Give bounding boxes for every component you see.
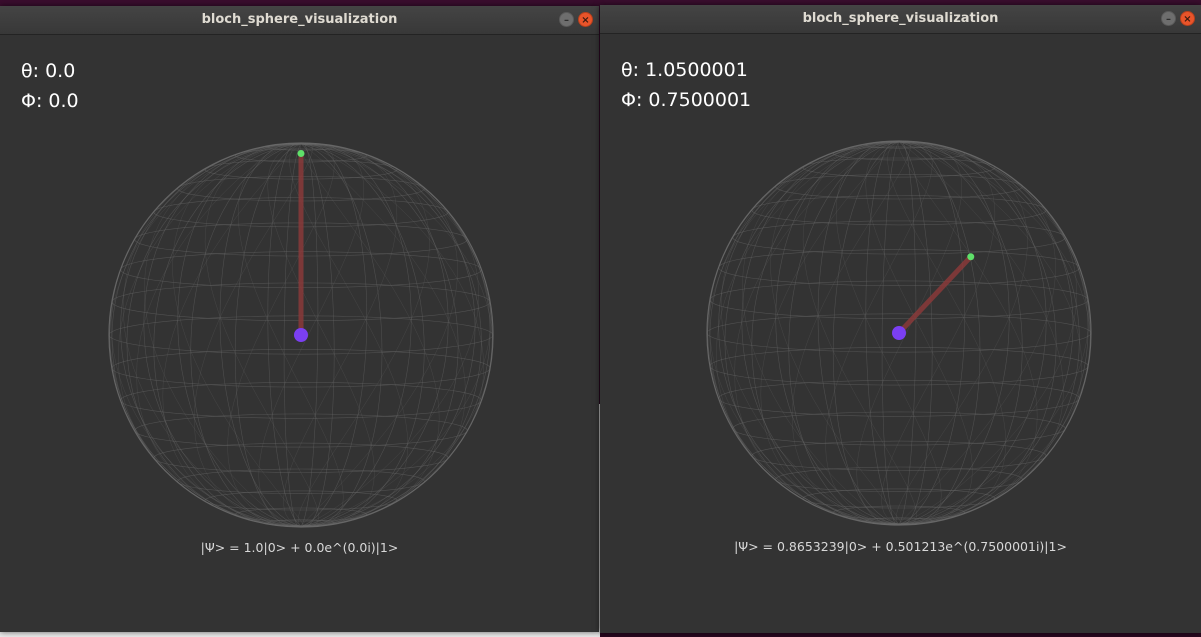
window-title: bloch_sphere_visualization: [802, 11, 999, 26]
window-bloch-right[interactable]: bloch_sphere_visualization – × θ: 1.0500…: [600, 5, 1201, 633]
origin-point: [294, 328, 308, 342]
state-vector: [897, 255, 973, 335]
render-canvas[interactable]: θ: 0.0 Φ: 0.0 |Ψ> = 1.0|0> + 0.0e^(0.0i)…: [0, 35, 599, 632]
state-equation: |Ψ> = 1.0|0> + 0.0e^(0.0i)|1>: [200, 540, 399, 555]
sphere-wireframe: [706, 140, 1092, 526]
bloch-sphere: [108, 142, 494, 528]
window-titlebar[interactable]: bloch_sphere_visualization – ×: [0, 6, 599, 35]
state-equation: |Ψ> = 0.8653239|0> + 0.501213e^(0.750000…: [734, 539, 1067, 554]
bloch-sphere: [706, 140, 1092, 526]
theta-readout: θ: 0.0: [21, 60, 76, 82]
sphere-wireframe: [108, 142, 494, 528]
phi-readout: Φ: 0.0: [21, 90, 79, 112]
window-title: bloch_sphere_visualization: [201, 12, 398, 27]
minimize-icon[interactable]: –: [559, 12, 574, 27]
state-tip-point: [967, 253, 975, 261]
theta-readout: θ: 1.0500001: [621, 59, 748, 81]
window-bloch-left[interactable]: bloch_sphere_visualization – × θ: 0.0 Φ:…: [0, 6, 599, 632]
close-icon[interactable]: ×: [1180, 11, 1195, 26]
close-icon[interactable]: ×: [578, 12, 593, 27]
phi-readout: Φ: 0.7500001: [621, 89, 752, 111]
minimize-icon[interactable]: –: [1161, 11, 1176, 26]
origin-point: [892, 326, 906, 340]
render-canvas[interactable]: θ: 1.0500001 Φ: 0.7500001 |Ψ> = 0.865323…: [600, 34, 1201, 633]
window-titlebar[interactable]: bloch_sphere_visualization – ×: [600, 5, 1201, 34]
state-tip-point: [297, 150, 305, 158]
